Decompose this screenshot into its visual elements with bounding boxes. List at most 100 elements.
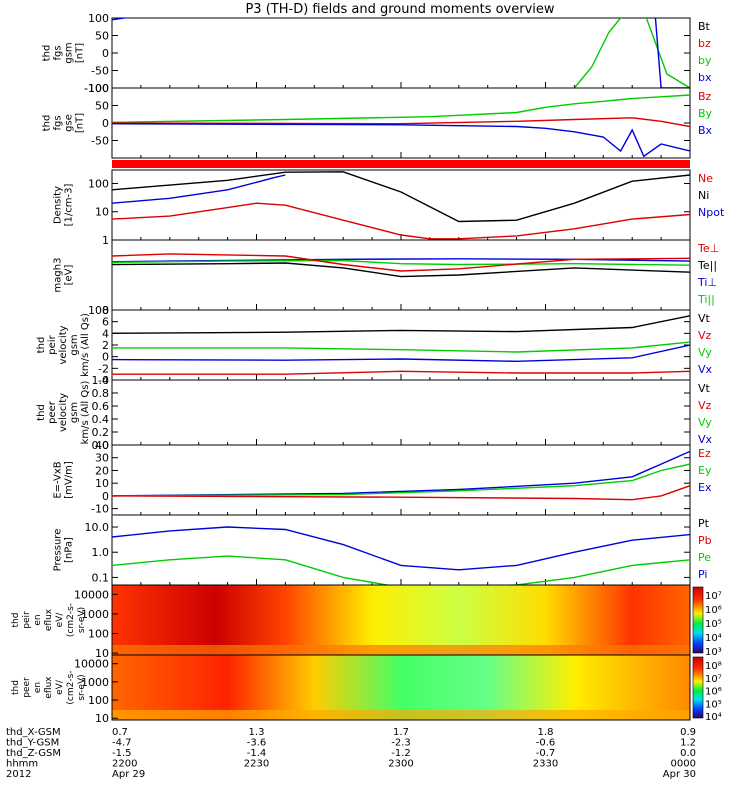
series-efield-Ez xyxy=(112,485,690,501)
series-pressure-Pi xyxy=(112,526,690,571)
legend-efield: Ey xyxy=(698,464,712,477)
y-axis-label-efield: E=-VxB xyxy=(53,461,64,498)
legend-fgs-gse: By xyxy=(698,107,713,120)
legend-fgs-gse: Bx xyxy=(698,124,713,137)
legend-pressure: Pi xyxy=(698,568,707,581)
x-tick-label: 2300 xyxy=(388,759,413,770)
x-tick-label: 2230 xyxy=(244,759,269,770)
y-axis-label-peer-en: eflux xyxy=(44,676,54,699)
y-tick-label-peer-en: 10000 xyxy=(74,658,109,671)
y-tick-label-peer: 0.8 xyxy=(92,387,110,400)
series-temp-Te|| xyxy=(112,262,690,278)
y-axis-label-peir: km/s (All Qs) xyxy=(80,313,91,377)
x-tick-label: 0.7 xyxy=(112,727,128,738)
y-tick-label-efield: 40 xyxy=(95,439,109,452)
colorbar-peer-en xyxy=(692,656,704,719)
y-tick-label-efield: 30 xyxy=(95,452,109,465)
y-axis-label-peir-en: (cm2-s- xyxy=(66,603,76,637)
y-axis-label-pressure: Pressure xyxy=(53,529,64,572)
y-axis-label-fgs-gse: gse xyxy=(64,114,75,132)
series-peir-Vx xyxy=(112,344,690,363)
y-tick-label-peir: 2 xyxy=(102,339,109,352)
y-tick-label-peir: -4 xyxy=(98,374,109,387)
x-tick-label: 0000 xyxy=(671,759,696,770)
separator-band xyxy=(112,160,690,168)
x-row-label: thd_X-GSM xyxy=(6,727,61,738)
x-tick-label: -1.5 xyxy=(112,748,132,759)
y-tick-label-fgs-gsm: 0 xyxy=(102,47,109,60)
series-pressure-Pb xyxy=(112,515,116,516)
y-tick-label-peer: 1.0 xyxy=(92,374,110,387)
y-axis-label-efield: [mV/m] xyxy=(64,461,75,499)
legend-peir: Vx xyxy=(698,363,713,376)
y-axis-label-peer: thd xyxy=(36,404,47,421)
series-density-Npot xyxy=(112,174,286,204)
y-tick-label-peir: 6 xyxy=(102,316,109,329)
legend-fgs-gse: Bz xyxy=(698,90,712,103)
y-tick-label-pressure: 1.0 xyxy=(92,546,110,559)
x-tick-label: 0.9 xyxy=(680,727,696,738)
spectrogram-lowband-peer-en xyxy=(112,710,690,720)
legend-temp: Ti⊥ xyxy=(697,276,717,289)
legend-peir: Vt xyxy=(698,312,711,325)
y-tick-label-efield: 10 xyxy=(95,477,109,490)
y-tick-label-density: 1 xyxy=(102,234,109,247)
series-pressure-Pe xyxy=(112,555,690,585)
series-peir-Vt xyxy=(112,315,690,334)
y-axis-label-fgs-gsm: fgs xyxy=(53,45,64,60)
series-efield-Ey xyxy=(112,463,690,497)
x-tick-label: 1.7 xyxy=(393,727,409,738)
y-tick-label-peer: 0.2 xyxy=(92,426,110,439)
colorbar-label-peer-en: 10⁵ xyxy=(705,699,722,710)
x-row-label: thd_Y-GSM xyxy=(6,738,59,749)
y-tick-label-fgs-gsm: 50 xyxy=(95,30,109,43)
legend-fgs-gsm: bx xyxy=(698,71,712,84)
y-axis-label-peer-en: en xyxy=(33,682,43,693)
panel-frame-temp xyxy=(111,239,691,311)
legend-peer: Vt xyxy=(698,382,711,395)
x-tick-label: -0.7 xyxy=(536,748,556,759)
legend-temp: Te⊥ xyxy=(697,242,719,255)
y-tick-label-peir-en: 10 xyxy=(95,647,109,660)
y-tick-label-peir: 4 xyxy=(102,327,109,340)
legend-pressure: Pt xyxy=(698,517,710,530)
series-fgs-gse-By xyxy=(112,94,690,123)
legend-efield: Ez xyxy=(698,447,711,460)
y-axis-label-fgs-gsm: [nT] xyxy=(75,43,86,63)
y-tick-label-density: 10 xyxy=(95,206,109,219)
colorbar-label-peer-en: 10⁴ xyxy=(705,712,722,723)
y-tick-label-fgs-gse: 50 xyxy=(95,100,109,113)
y-tick-label-fgs-gsm: -50 xyxy=(91,65,109,78)
y-axis-label-peir-en: eV/ xyxy=(55,612,65,628)
x-tick-label: Apr 29 xyxy=(112,769,145,780)
y-axis-label-density: Density xyxy=(53,186,64,224)
y-axis-label-fgs-gse: fgs xyxy=(53,115,64,130)
x-tick-label: 0.0 xyxy=(680,748,696,759)
y-axis-label-fgs-gse: thd xyxy=(42,115,53,132)
y-axis-label-temp: magh3 xyxy=(53,258,64,293)
x-tick-label: -3.6 xyxy=(247,738,267,749)
y-axis-label-peer-en: peer xyxy=(22,677,32,698)
x-tick-label: -4.7 xyxy=(112,738,132,749)
spectrogram-lowband-peir-en xyxy=(112,645,690,655)
series-peir-Vz xyxy=(112,370,690,375)
colorbar-label-peer-en: 10⁷ xyxy=(705,674,722,685)
y-tick-label-fgs-gse: -100 xyxy=(84,82,109,95)
legend-peer: Vz xyxy=(698,399,712,412)
y-tick-label-density: 100 xyxy=(88,177,109,190)
colorbar-peir-en xyxy=(692,586,704,654)
x-tick-label: 1.8 xyxy=(538,727,554,738)
series-temp-Te⊥ xyxy=(112,253,690,272)
series-density-Ne xyxy=(112,202,690,240)
y-tick-label-peer: 0.4 xyxy=(92,413,110,426)
y-axis-label-fgs-gsm: gsm xyxy=(64,42,75,63)
panel-frame-density xyxy=(111,169,691,241)
y-tick-label-pressure: 10.0 xyxy=(85,521,110,534)
y-axis-label-fgs-gse: [nT] xyxy=(75,113,86,133)
y-tick-label-temp: 100 xyxy=(88,304,109,317)
y-axis-label-pressure: [nPa] xyxy=(64,537,75,563)
panel-frame-pressure xyxy=(111,514,691,586)
y-tick-label-peir: -2 xyxy=(98,362,109,375)
y-tick-label-peer-en: 100 xyxy=(88,694,109,707)
